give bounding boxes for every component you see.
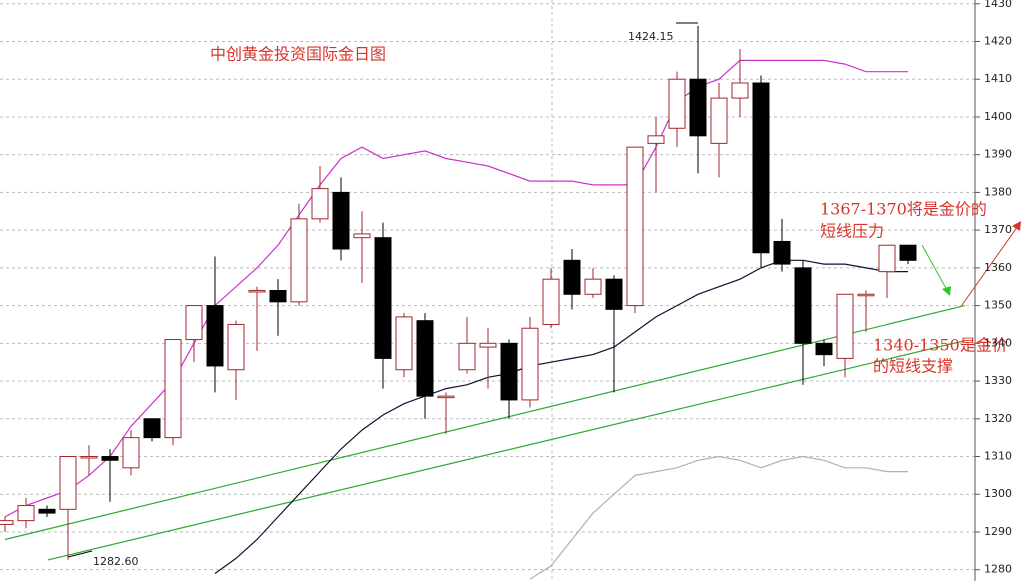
candle-body [59, 456, 77, 510]
arrow-line [921, 244, 949, 293]
y-tick-label: 1400 [984, 110, 1012, 123]
candle-body [815, 342, 833, 356]
candle-body [164, 339, 182, 439]
low-label: 1282.60 [93, 555, 139, 568]
candle-body [290, 218, 308, 303]
y-tick-label: 1290 [984, 525, 1012, 538]
y-tick-label: 1410 [984, 72, 1012, 85]
candle-body [689, 78, 707, 137]
candle-body [17, 505, 35, 522]
candle-body [248, 290, 266, 293]
candle-body [794, 267, 812, 344]
candle-body [584, 278, 602, 295]
annotation: 1367-1370将是金价的 [820, 200, 987, 219]
y-tick-label: 1340 [984, 336, 1012, 349]
y-tick-label: 1330 [984, 374, 1012, 387]
high-label: 1424.15 [628, 30, 674, 43]
candle-body [500, 342, 518, 401]
y-tick-label: 1420 [984, 35, 1012, 48]
candle-body [185, 305, 203, 341]
moving-average [529, 455, 908, 580]
candle-body [878, 244, 896, 273]
annotation: 1340-1350是金价 [873, 336, 1008, 355]
arrow-head [1012, 221, 1021, 231]
trend-line [47, 340, 965, 561]
arrow-head [942, 286, 951, 296]
candle-body [0, 520, 14, 525]
candle-body [521, 327, 539, 401]
y-tick-label: 1280 [984, 563, 1012, 576]
candle-body [626, 146, 644, 307]
candle-body [395, 316, 413, 371]
arrow [921, 221, 1021, 306]
candle-body [353, 233, 371, 239]
y-tick-label: 1370 [984, 223, 1012, 236]
y-tick-label: 1320 [984, 412, 1012, 425]
candle-body [752, 82, 770, 254]
candle-body [479, 342, 497, 348]
candle-body [374, 237, 392, 359]
y-tick-label: 1390 [984, 148, 1012, 161]
trend-line [4, 305, 965, 541]
candle-body [80, 456, 98, 459]
candle-body [647, 135, 665, 144]
arrow-line [961, 225, 1019, 306]
candle-body [122, 437, 140, 469]
y-tick-label: 1380 [984, 185, 1012, 198]
candle-body [416, 320, 434, 397]
annotation: 的短线支撑 [873, 357, 953, 376]
candle-body [458, 342, 476, 371]
candle-body [269, 290, 287, 303]
y-tick-label: 1300 [984, 487, 1012, 500]
candle-body [710, 97, 728, 144]
annotation: 短线压力 [820, 222, 884, 241]
candle-body [38, 508, 56, 514]
candle-body [206, 305, 224, 367]
candle-body [311, 188, 329, 220]
candle-body [332, 191, 350, 250]
y-tick-label: 1430 [984, 0, 1012, 10]
y-tick-label: 1350 [984, 299, 1012, 312]
candle-body [605, 278, 623, 310]
candle-body [857, 293, 875, 297]
plot-area [0, 3, 975, 580]
candle-body [437, 395, 455, 399]
candle-body [101, 456, 119, 461]
chart-title: 中创黄金投资国际金日图 [210, 45, 386, 64]
moving-average [4, 59, 908, 518]
moving-average [214, 259, 908, 574]
candle-body [563, 259, 581, 295]
y-tick-label: 1310 [984, 450, 1012, 463]
y-tick-label: 1360 [984, 261, 1012, 274]
label-leader [67, 550, 93, 558]
candle-body [227, 323, 245, 371]
candle-body [668, 78, 686, 129]
candle-body [773, 240, 791, 265]
candle-body [899, 244, 917, 261]
candle-body [836, 293, 854, 359]
candle-body [542, 278, 560, 325]
candle-body [143, 418, 161, 439]
candle-body [731, 82, 749, 99]
